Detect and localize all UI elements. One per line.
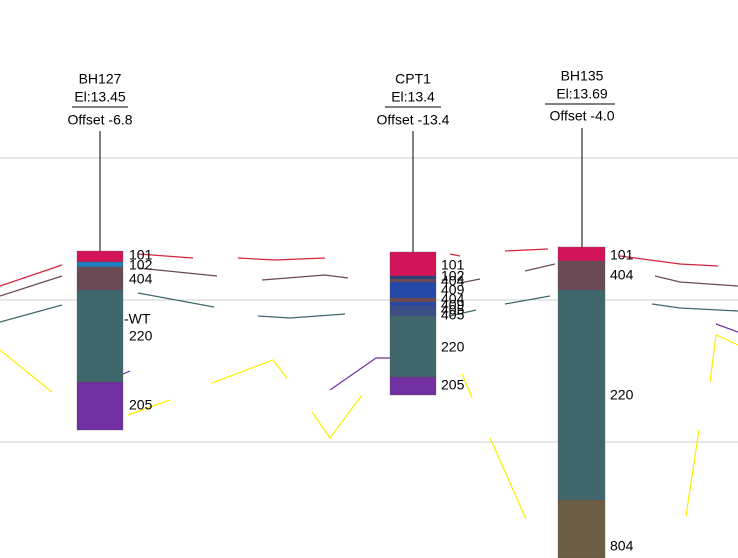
layer <box>557 499 606 558</box>
borehole-elevation: El:13.69 <box>556 86 608 102</box>
layer <box>76 381 124 431</box>
layer <box>389 297 437 303</box>
layer-label: 102 <box>129 257 153 273</box>
layer-label: 205 <box>441 377 465 393</box>
layer <box>389 315 437 378</box>
layer-label: 220 <box>441 339 465 355</box>
layer <box>557 246 606 262</box>
layer <box>76 261 124 268</box>
layer <box>76 250 124 263</box>
borehole: BH127 El:13.45 Offset -6.8 101 102 404 -… <box>67 71 153 431</box>
layer-label: 220 <box>610 387 634 403</box>
layer <box>389 251 437 277</box>
layer <box>389 311 437 317</box>
layer <box>76 266 124 291</box>
borehole: CPT1 El:13.4 Offset -13.4 101 102 404 40… <box>377 71 465 396</box>
layer <box>389 301 437 307</box>
layer <box>389 305 437 313</box>
layer-label: 220 <box>129 328 153 344</box>
water-table-label: -WT <box>124 311 151 327</box>
layer <box>76 289 124 383</box>
layer-label: 405 <box>441 307 465 323</box>
layer-label: 404 <box>441 273 465 289</box>
layer-label: 101 <box>610 247 634 263</box>
layer-label: 205 <box>129 397 153 413</box>
layer-label: 404 <box>610 267 634 283</box>
layer <box>389 376 437 396</box>
layer <box>389 281 437 299</box>
layer <box>557 289 606 501</box>
borehole: BH135 El:13.69 Offset -4.0 101 404 220 8… <box>545 68 634 558</box>
layer <box>557 260 606 291</box>
layer-label: 409 <box>441 297 465 313</box>
layer-label: 804 <box>610 538 634 554</box>
layer-label: 405 <box>441 302 465 318</box>
borehole-elevation: El:13.4 <box>391 89 435 105</box>
layer-label: 404 <box>441 291 465 307</box>
layer-label: 102 <box>441 268 465 284</box>
borehole-offset: Offset -6.8 <box>67 112 132 128</box>
layer-label: 101 <box>441 257 465 273</box>
borehole-name: BH127 <box>79 71 122 87</box>
borehole-offset: Offset -4.0 <box>549 108 614 124</box>
borehole-elevation: El:13.45 <box>74 89 126 105</box>
layer-label: 409 <box>441 282 465 298</box>
layer-label: 404 <box>129 271 153 287</box>
borehole-name: BH135 <box>561 68 604 84</box>
borehole-name: CPT1 <box>395 71 431 87</box>
layer <box>389 278 437 283</box>
layer-label: 101 <box>129 247 153 263</box>
layer <box>389 275 437 280</box>
interpolated-strata <box>0 248 738 520</box>
borehole-offset: Offset -13.4 <box>377 112 450 128</box>
